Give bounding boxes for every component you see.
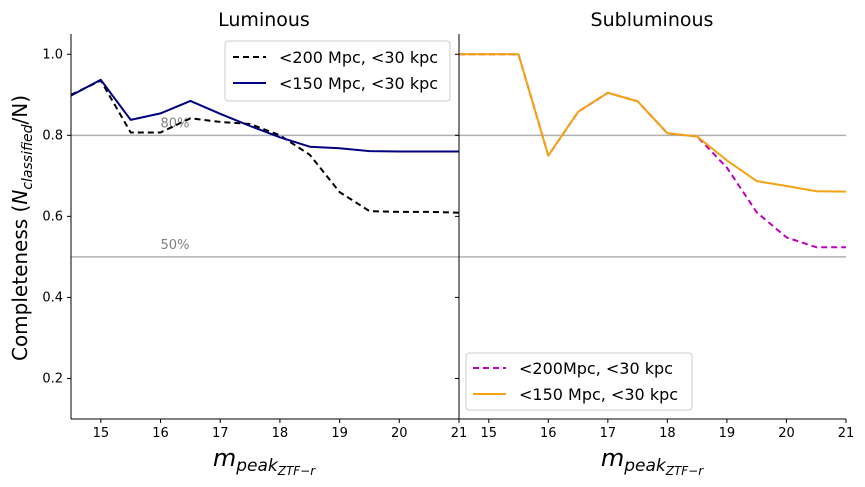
y-axis-label-main: Completeness ( bbox=[8, 205, 32, 361]
luminous-y-tick-label-0: 0.2 bbox=[42, 371, 63, 386]
subluminous-x-tick-label-2: 17 bbox=[600, 426, 617, 441]
x-axis-label-luminous: mpeakZTF−r bbox=[213, 444, 316, 478]
legend-luminous-box bbox=[224, 40, 451, 102]
luminous-x-tick-label-1: 16 bbox=[152, 426, 169, 441]
x-axis-label-luminous-band: ZTF−r bbox=[277, 464, 317, 478]
legend-subluminous-label-1: <200Mpc, <30 kpc bbox=[519, 359, 673, 378]
legend-luminous-label-1: <200 Mpc, <30 kpc bbox=[279, 48, 438, 67]
legend-subluminous-box bbox=[465, 352, 693, 411]
legend-subluminous: <200Mpc, <30 kpc <150 Mpc, <30 kpc bbox=[465, 352, 693, 411]
y-axis-label-tail: /N) bbox=[8, 95, 32, 125]
x-axis-label-subluminous-band: ZTF−r bbox=[665, 464, 705, 478]
x-axis-label-subluminous: mpeakZTF−r bbox=[601, 444, 704, 478]
luminous-y-tick-label-1: 0.4 bbox=[42, 290, 63, 305]
subluminous-x-tick-label-1: 16 bbox=[540, 426, 557, 441]
y-axis-label-n: N bbox=[8, 190, 32, 205]
legend-luminous: <200 Mpc, <30 kpc <150 Mpc, <30 kpc bbox=[224, 40, 451, 102]
luminous-y-tick-label-4: 1.0 bbox=[42, 47, 63, 62]
legend-subluminous-label-2: <150 Mpc, <30 kpc bbox=[519, 385, 678, 404]
luminous-series-line-0 bbox=[70, 79, 460, 214]
luminous-x-tick-label-3: 18 bbox=[272, 426, 289, 441]
subluminous-series-line-0 bbox=[459, 53, 846, 249]
plot-luminous: 80% 50% 15 16 17 18 19 20 21 0.2 0.4 0.6 0.8 1.0 bbox=[42, 34, 467, 441]
y-axis-label: Completeness (Nclassified/N) bbox=[8, 95, 36, 361]
subluminous-series-line-1 bbox=[459, 53, 847, 193]
plot-subluminous: 15 16 17 18 19 20 21 bbox=[455, 34, 854, 441]
luminous-y-tick-label-2: 0.6 bbox=[42, 209, 63, 224]
x-axis-label-luminous-m: m bbox=[213, 444, 236, 472]
subluminous-x-tick-label-6: 21 bbox=[838, 426, 855, 441]
luminous-x-tick-label-4: 19 bbox=[331, 426, 348, 441]
luminous-x-tick-label-2: 17 bbox=[212, 426, 229, 441]
luminous-x-tick-label-5: 20 bbox=[391, 426, 408, 441]
luminous-series-line-1 bbox=[70, 78, 459, 153]
subluminous-x-tick-label-0: 15 bbox=[480, 426, 497, 441]
luminous-y-tick-label-3: 0.8 bbox=[42, 128, 63, 143]
panel-title-subluminous: Subluminous bbox=[591, 9, 714, 31]
luminous-ref-label-1: 50% bbox=[161, 238, 190, 253]
legend-luminous-label-2: <150 Mpc, <30 kpc bbox=[279, 74, 438, 93]
subluminous-x-tick-label-3: 18 bbox=[659, 426, 676, 441]
x-axis-label-luminous-peak: peak bbox=[235, 456, 279, 476]
subluminous-x-tick-label-4: 19 bbox=[719, 426, 736, 441]
subluminous-x-tick-label-5: 20 bbox=[778, 426, 795, 441]
y-axis-label-sub: classified bbox=[20, 124, 36, 189]
luminous-x-tick-label-0: 15 bbox=[93, 426, 110, 441]
panel-title-luminous: Luminous bbox=[218, 9, 310, 31]
x-axis-label-subluminous-peak: peak bbox=[623, 456, 667, 476]
x-axis-label-subluminous-m: m bbox=[601, 444, 624, 472]
luminous-ref-label-0: 80% bbox=[161, 116, 190, 131]
luminous-x-tick-label-6: 21 bbox=[451, 426, 468, 441]
